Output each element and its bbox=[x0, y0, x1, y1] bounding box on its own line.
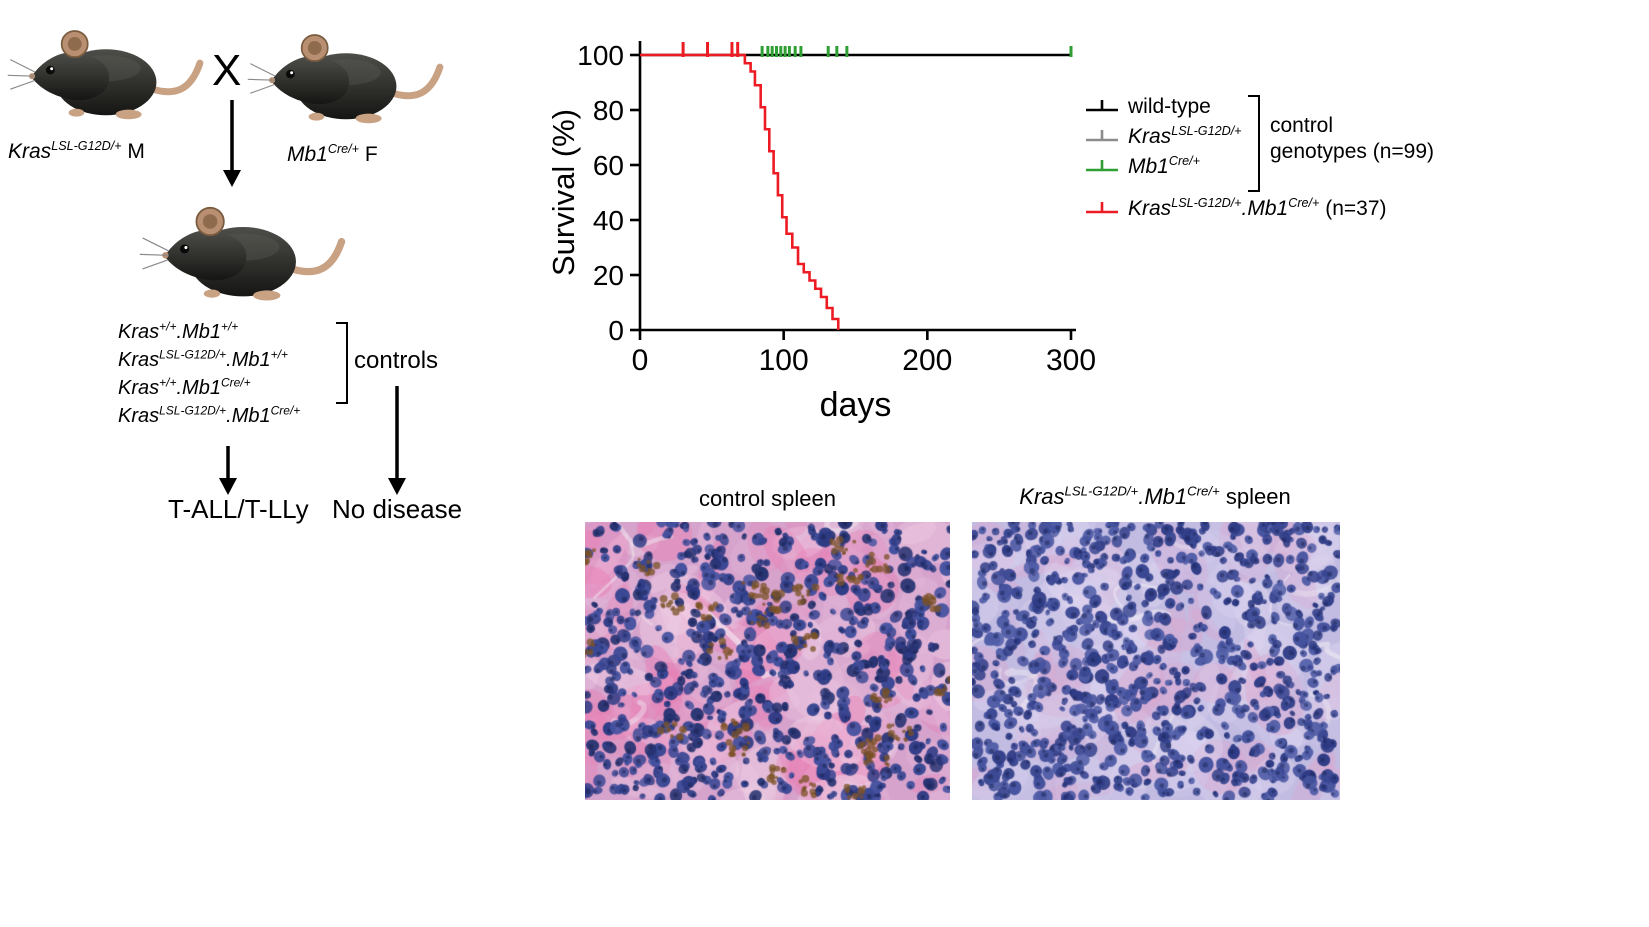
legend-key-line-icon bbox=[1086, 160, 1118, 172]
svg-text:days: days bbox=[820, 386, 892, 424]
legend-bracket-label-line1: control bbox=[1270, 114, 1334, 137]
parent-male-mouse-illustration bbox=[6, 6, 206, 142]
histology-title-mutant: KrasLSL-G12D/+.Mb1Cre/+ spleen bbox=[1019, 483, 1291, 509]
svg-text:0: 0 bbox=[608, 315, 624, 346]
legend-item: KrasLSL-G12D/+.Mb1Cre/+ (n=37) bbox=[1085, 194, 1387, 224]
histology-title-control: control spleen bbox=[699, 486, 836, 511]
genotype-to-disease-arrow bbox=[219, 446, 237, 495]
legend-item-label: KrasLSL-G12D/+.Mb1Cre/+ (n=37) bbox=[1128, 196, 1387, 220]
cross-symbol: X bbox=[212, 46, 242, 95]
svg-text:20: 20 bbox=[593, 260, 624, 291]
histology-image-mutant-spleen bbox=[972, 522, 1340, 800]
genotype-line: KrasLSL-G12D/+.Mb1+/+ bbox=[118, 347, 288, 371]
legend-item: KrasLSL-G12D/+ bbox=[1085, 122, 1387, 152]
controls-bracket bbox=[336, 322, 348, 404]
svg-text:Survival (%): Survival (%) bbox=[548, 109, 581, 276]
genotype-line: KrasLSL-G12D/+.Mb1Cre/+ bbox=[118, 403, 301, 427]
chart-legend: wild-type KrasLSL-G12D/+ Mb1Cre/+ KrasLSL-G… bbox=[1085, 92, 1387, 224]
disease-outcome-label: T-ALL/T-LLy bbox=[168, 494, 309, 524]
parent-male-genotype-label: KrasLSL-G12D/+ M bbox=[8, 139, 145, 163]
legend-item-label: wild-type bbox=[1128, 95, 1211, 118]
svg-text:200: 200 bbox=[902, 344, 952, 377]
svg-text:80: 80 bbox=[593, 95, 624, 126]
histology-image-control-spleen bbox=[585, 522, 950, 800]
legend-key-line-icon bbox=[1086, 202, 1118, 214]
legend-control-bracket bbox=[1248, 95, 1260, 192]
genotype-line: Kras+/+.Mb1+/+ bbox=[118, 319, 239, 343]
survival-chart: 0 20 40 60 80 100 0 100 200 300 Survival (%) days bbox=[548, 40, 1096, 424]
cross-to-offspring-arrow bbox=[223, 100, 241, 187]
legend-key-line-icon bbox=[1086, 100, 1118, 112]
parent-female-mouse-illustration bbox=[246, 10, 446, 146]
parent-female-genotype-label: Mb1Cre/+ F bbox=[287, 142, 378, 166]
svg-text:300: 300 bbox=[1046, 344, 1096, 377]
svg-text:40: 40 bbox=[593, 205, 624, 236]
legend-bracket-label-line2: genotypes (n=99) bbox=[1270, 140, 1435, 163]
legend-item-label: KrasLSL-G12D/+ bbox=[1128, 124, 1242, 148]
svg-text:100: 100 bbox=[759, 344, 809, 377]
legend-key-line-icon bbox=[1086, 130, 1118, 142]
no-disease-outcome-label: No disease bbox=[332, 494, 463, 524]
svg-text:100: 100 bbox=[577, 40, 624, 71]
legend-bracket-label: control genotypes (n=99) bbox=[1270, 113, 1434, 165]
controls-label: controls bbox=[354, 347, 439, 374]
legend-item: Mb1Cre/+ bbox=[1085, 152, 1387, 182]
legend-item: wild-type bbox=[1085, 92, 1387, 122]
offspring-mouse-illustration bbox=[138, 182, 348, 324]
controls-to-no-disease-arrow bbox=[388, 386, 406, 495]
svg-text:0: 0 bbox=[632, 344, 649, 377]
genotype-line: Kras+/+.Mb1Cre/+ bbox=[118, 375, 251, 399]
offspring-genotype-list: Kras+/+.Mb1+/+ KrasLSL-G12D/+.Mb1+/+ Kra… bbox=[118, 318, 300, 430]
svg-text:60: 60 bbox=[593, 150, 624, 181]
legend-item-label: Mb1Cre/+ bbox=[1128, 154, 1201, 178]
